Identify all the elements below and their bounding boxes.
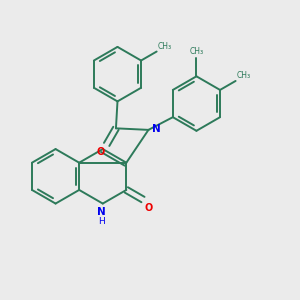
Text: O: O <box>145 202 153 213</box>
Text: CH₃: CH₃ <box>158 42 172 51</box>
Text: CH₃: CH₃ <box>189 47 203 56</box>
Text: CH₃: CH₃ <box>237 71 251 80</box>
Text: N: N <box>152 124 161 134</box>
Text: O: O <box>97 147 105 157</box>
Text: N: N <box>97 207 106 217</box>
Text: H: H <box>98 217 105 226</box>
